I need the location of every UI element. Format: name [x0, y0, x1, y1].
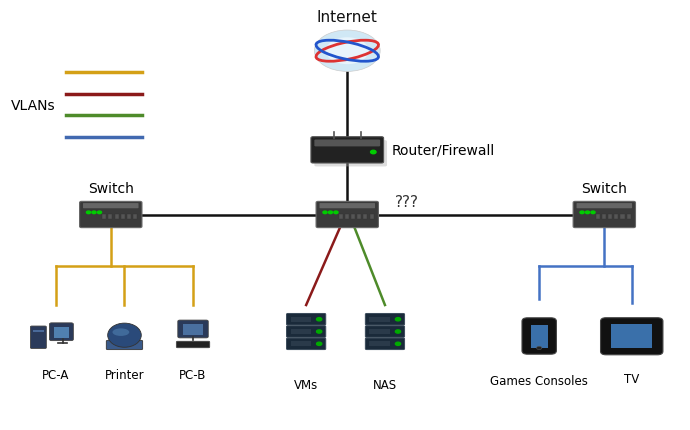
- Text: Printer: Printer: [105, 368, 144, 381]
- FancyBboxPatch shape: [577, 204, 632, 209]
- Bar: [602, 214, 606, 219]
- Bar: [627, 214, 631, 219]
- Circle shape: [591, 212, 595, 214]
- FancyBboxPatch shape: [311, 138, 384, 164]
- FancyBboxPatch shape: [286, 338, 326, 350]
- Bar: [351, 214, 355, 219]
- FancyBboxPatch shape: [177, 341, 210, 348]
- Bar: [102, 214, 106, 219]
- FancyBboxPatch shape: [366, 338, 404, 350]
- Ellipse shape: [108, 323, 141, 347]
- Circle shape: [323, 212, 327, 214]
- FancyBboxPatch shape: [316, 202, 378, 228]
- Ellipse shape: [112, 329, 129, 336]
- Circle shape: [395, 330, 401, 333]
- Circle shape: [92, 212, 96, 214]
- Circle shape: [317, 342, 322, 346]
- Text: Switch: Switch: [88, 182, 134, 196]
- FancyBboxPatch shape: [50, 323, 73, 341]
- FancyBboxPatch shape: [79, 202, 142, 228]
- Bar: [55, 327, 68, 338]
- FancyBboxPatch shape: [319, 204, 375, 209]
- Bar: [620, 214, 624, 219]
- FancyBboxPatch shape: [366, 326, 404, 338]
- FancyBboxPatch shape: [178, 320, 208, 338]
- Circle shape: [585, 212, 589, 214]
- Circle shape: [334, 212, 338, 214]
- Circle shape: [326, 38, 368, 65]
- FancyBboxPatch shape: [30, 326, 46, 349]
- Bar: [370, 214, 374, 219]
- Bar: [290, 341, 311, 347]
- Text: PC-B: PC-B: [179, 368, 207, 381]
- Circle shape: [86, 212, 90, 214]
- Bar: [369, 329, 390, 334]
- Text: PC-A: PC-A: [42, 368, 70, 381]
- FancyBboxPatch shape: [573, 202, 635, 228]
- Bar: [290, 329, 311, 334]
- Bar: [33, 331, 44, 333]
- Bar: [290, 317, 311, 322]
- Text: Games Consoles: Games Consoles: [491, 374, 588, 387]
- Text: Switch: Switch: [582, 182, 627, 196]
- Circle shape: [537, 347, 542, 350]
- Circle shape: [317, 330, 322, 333]
- Bar: [611, 325, 652, 348]
- Bar: [369, 317, 390, 322]
- FancyBboxPatch shape: [315, 141, 387, 167]
- Text: Internet: Internet: [317, 10, 377, 25]
- Circle shape: [580, 212, 584, 214]
- Bar: [369, 341, 390, 347]
- Circle shape: [371, 151, 376, 154]
- Bar: [614, 214, 618, 219]
- Text: Router/Firewall: Router/Firewall: [392, 144, 495, 157]
- Text: TV: TV: [624, 372, 640, 385]
- Bar: [345, 214, 349, 219]
- Bar: [608, 214, 612, 219]
- Bar: [121, 214, 125, 219]
- Bar: [183, 324, 204, 335]
- Bar: [531, 325, 548, 348]
- Circle shape: [315, 31, 380, 72]
- Bar: [357, 214, 362, 219]
- Text: VMs: VMs: [294, 378, 318, 391]
- Circle shape: [395, 342, 401, 346]
- FancyBboxPatch shape: [315, 140, 380, 147]
- Bar: [339, 214, 343, 219]
- FancyBboxPatch shape: [286, 326, 326, 338]
- Text: VLANs: VLANs: [11, 98, 56, 112]
- FancyBboxPatch shape: [600, 318, 663, 355]
- FancyBboxPatch shape: [106, 341, 143, 350]
- Text: ???: ???: [395, 195, 420, 209]
- Bar: [127, 214, 131, 219]
- Bar: [364, 214, 368, 219]
- Text: NAS: NAS: [373, 378, 397, 391]
- Circle shape: [395, 318, 401, 321]
- FancyBboxPatch shape: [83, 204, 139, 209]
- Bar: [115, 214, 119, 219]
- Circle shape: [97, 212, 101, 214]
- Circle shape: [328, 212, 333, 214]
- Bar: [133, 214, 137, 219]
- Bar: [108, 214, 112, 219]
- Bar: [595, 214, 600, 219]
- FancyBboxPatch shape: [366, 314, 404, 325]
- FancyBboxPatch shape: [286, 314, 326, 325]
- FancyBboxPatch shape: [522, 318, 556, 354]
- Circle shape: [317, 318, 322, 321]
